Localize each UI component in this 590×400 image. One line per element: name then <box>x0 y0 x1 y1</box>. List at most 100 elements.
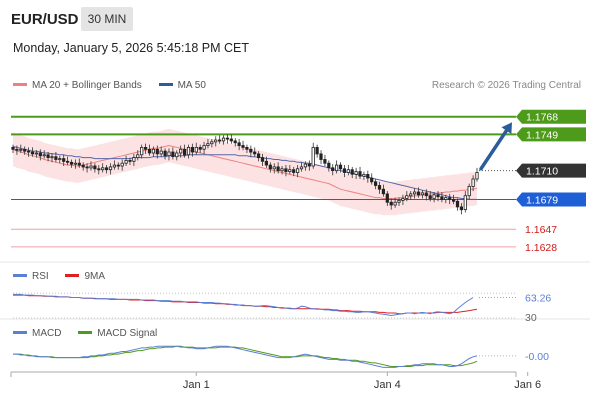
level-tags: 1.1768 1.1749 1.1710 1.1679 1.1647 1.1628 <box>516 109 586 254</box>
candle-bull <box>299 166 304 170</box>
candle-bear <box>327 162 331 169</box>
candle-bear <box>143 146 148 150</box>
level-label: 1.1628 <box>525 242 557 254</box>
candle-bull <box>393 201 397 206</box>
ma50-line <box>12 146 477 200</box>
candle-bear <box>307 163 311 167</box>
candle-bull <box>467 185 471 197</box>
candle-bull <box>210 141 214 145</box>
candle-bear <box>233 140 237 144</box>
arrow-head <box>501 122 512 134</box>
candle-bear <box>155 148 159 155</box>
candle-bull <box>354 171 358 175</box>
candle-bear <box>237 142 241 147</box>
macd-signal-legend-label: MACD Signal <box>97 328 158 339</box>
bollinger-fill <box>13 128 477 216</box>
candle-bear <box>105 167 109 171</box>
candle-bull <box>73 162 77 165</box>
candle-bull <box>167 151 171 157</box>
symbol-title: EUR/USD <box>11 11 79 28</box>
candle-bear <box>440 196 444 200</box>
candle-bear <box>416 191 421 196</box>
ma20-line <box>12 144 478 199</box>
x-tick-label: Jan 6 <box>514 379 541 391</box>
candle-bull <box>432 194 436 199</box>
candle-bear <box>455 200 460 208</box>
level-label: 1.1710 <box>526 166 558 178</box>
macd-value-label: -0.00 <box>525 351 549 363</box>
candle-bull <box>132 157 136 162</box>
candle-bull <box>34 152 39 155</box>
main-legend: MA 20 + Bollinger Bands MA 50 <box>13 80 220 91</box>
candle-bull <box>221 137 226 142</box>
candle-bull <box>401 198 405 201</box>
candle-bear <box>292 169 296 173</box>
x-axis: Jan 1 Jan 4 Jan 6 <box>10 371 541 391</box>
candle-bear <box>370 177 374 183</box>
macd-line <box>13 345 478 368</box>
candle-bear <box>451 198 456 202</box>
candle-bull <box>140 146 144 156</box>
macd-legend: MACD MACD Signal <box>13 328 171 339</box>
candle-bull <box>412 191 417 195</box>
ma20-legend-label: MA 20 + Bollinger Bands <box>32 80 142 91</box>
candle-bull <box>463 195 467 210</box>
candle-bear <box>190 146 194 153</box>
candle-bull <box>444 197 448 200</box>
candles <box>11 134 479 215</box>
candle-bear <box>85 166 89 169</box>
candle-bear <box>26 150 31 153</box>
candle-bull <box>475 172 479 180</box>
candle-bear <box>77 162 81 166</box>
candle-bear <box>323 159 327 164</box>
candle-bear <box>342 168 347 173</box>
candle-bull <box>471 178 475 187</box>
candle-bear <box>428 195 432 199</box>
rsi-line <box>13 293 474 317</box>
datetime-label: Monday, January 5, 2026 5:45:18 PM CET <box>13 41 250 55</box>
ma50-legend-swatch <box>158 82 173 86</box>
candle-bull <box>288 169 292 172</box>
candle-bear <box>338 164 343 170</box>
candle-bull <box>409 193 413 197</box>
macd-signal-line <box>13 345 478 367</box>
candle-bull <box>151 148 155 154</box>
candle-bull <box>405 195 409 199</box>
candle-bull <box>159 150 163 155</box>
candle-bear <box>163 150 167 157</box>
candle-bear <box>350 169 354 175</box>
candle-bull <box>280 168 284 172</box>
candle-bear <box>268 164 272 170</box>
candle-bear <box>66 160 70 163</box>
level-lines <box>11 115 516 248</box>
rsi-legend-label: RSI <box>32 271 49 282</box>
candle-bear <box>245 146 249 150</box>
candle-bull <box>136 154 140 159</box>
candle-bear <box>182 148 187 156</box>
candle-bear <box>284 168 288 173</box>
candle-bull <box>311 146 315 167</box>
level-tag-bg <box>516 127 586 142</box>
candle-bear <box>128 159 132 162</box>
candle-bear <box>331 167 335 172</box>
candle-bear <box>116 164 120 167</box>
ma50-legend-label: MA 50 <box>177 80 206 91</box>
x-tick-label: Jan 1 <box>183 379 210 391</box>
candle-bull <box>303 163 308 168</box>
candle-bear <box>276 166 280 171</box>
candle-bull <box>108 166 113 171</box>
candle-bull <box>179 148 183 154</box>
candle-bull <box>206 143 210 146</box>
panel-separators <box>0 261 590 320</box>
x-tick-label: Jan 4 <box>374 379 401 391</box>
candle-bear <box>366 173 370 179</box>
macd-panel: -0.00 <box>13 345 549 368</box>
candle-bear <box>38 152 42 157</box>
candle-bull <box>295 168 300 173</box>
timeframe-button[interactable]: 30 MIN <box>81 7 133 31</box>
rsi-ma-legend-swatch <box>65 273 80 277</box>
candle-bear <box>15 148 19 151</box>
candle-bull <box>362 173 366 177</box>
candle-bear <box>46 154 50 159</box>
